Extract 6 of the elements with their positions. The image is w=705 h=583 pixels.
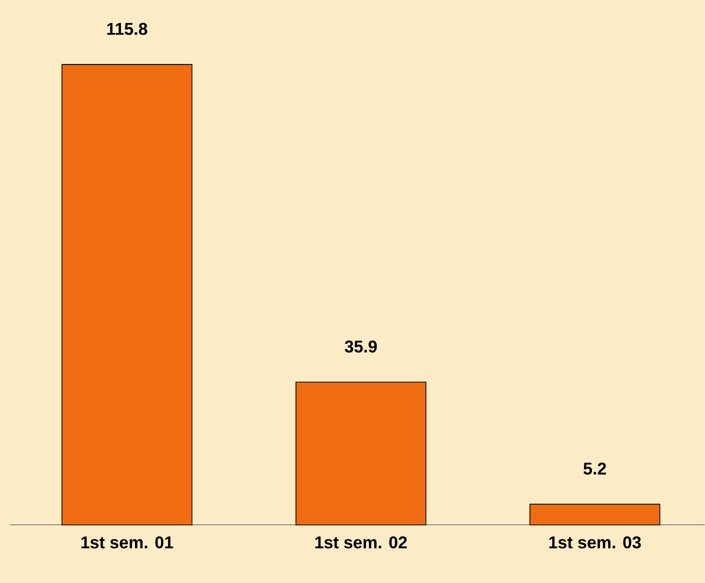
data-label: 115.8 <box>107 22 148 36</box>
x-tick-label: 1st sem. 01 <box>81 536 174 548</box>
x-tick-label: 1st sem. 03 <box>549 536 641 549</box>
data-label: 5.2 <box>584 462 606 475</box>
data-label: 35.9 <box>344 340 377 353</box>
x-tick-label: 1st sem. 02 <box>315 536 407 548</box>
